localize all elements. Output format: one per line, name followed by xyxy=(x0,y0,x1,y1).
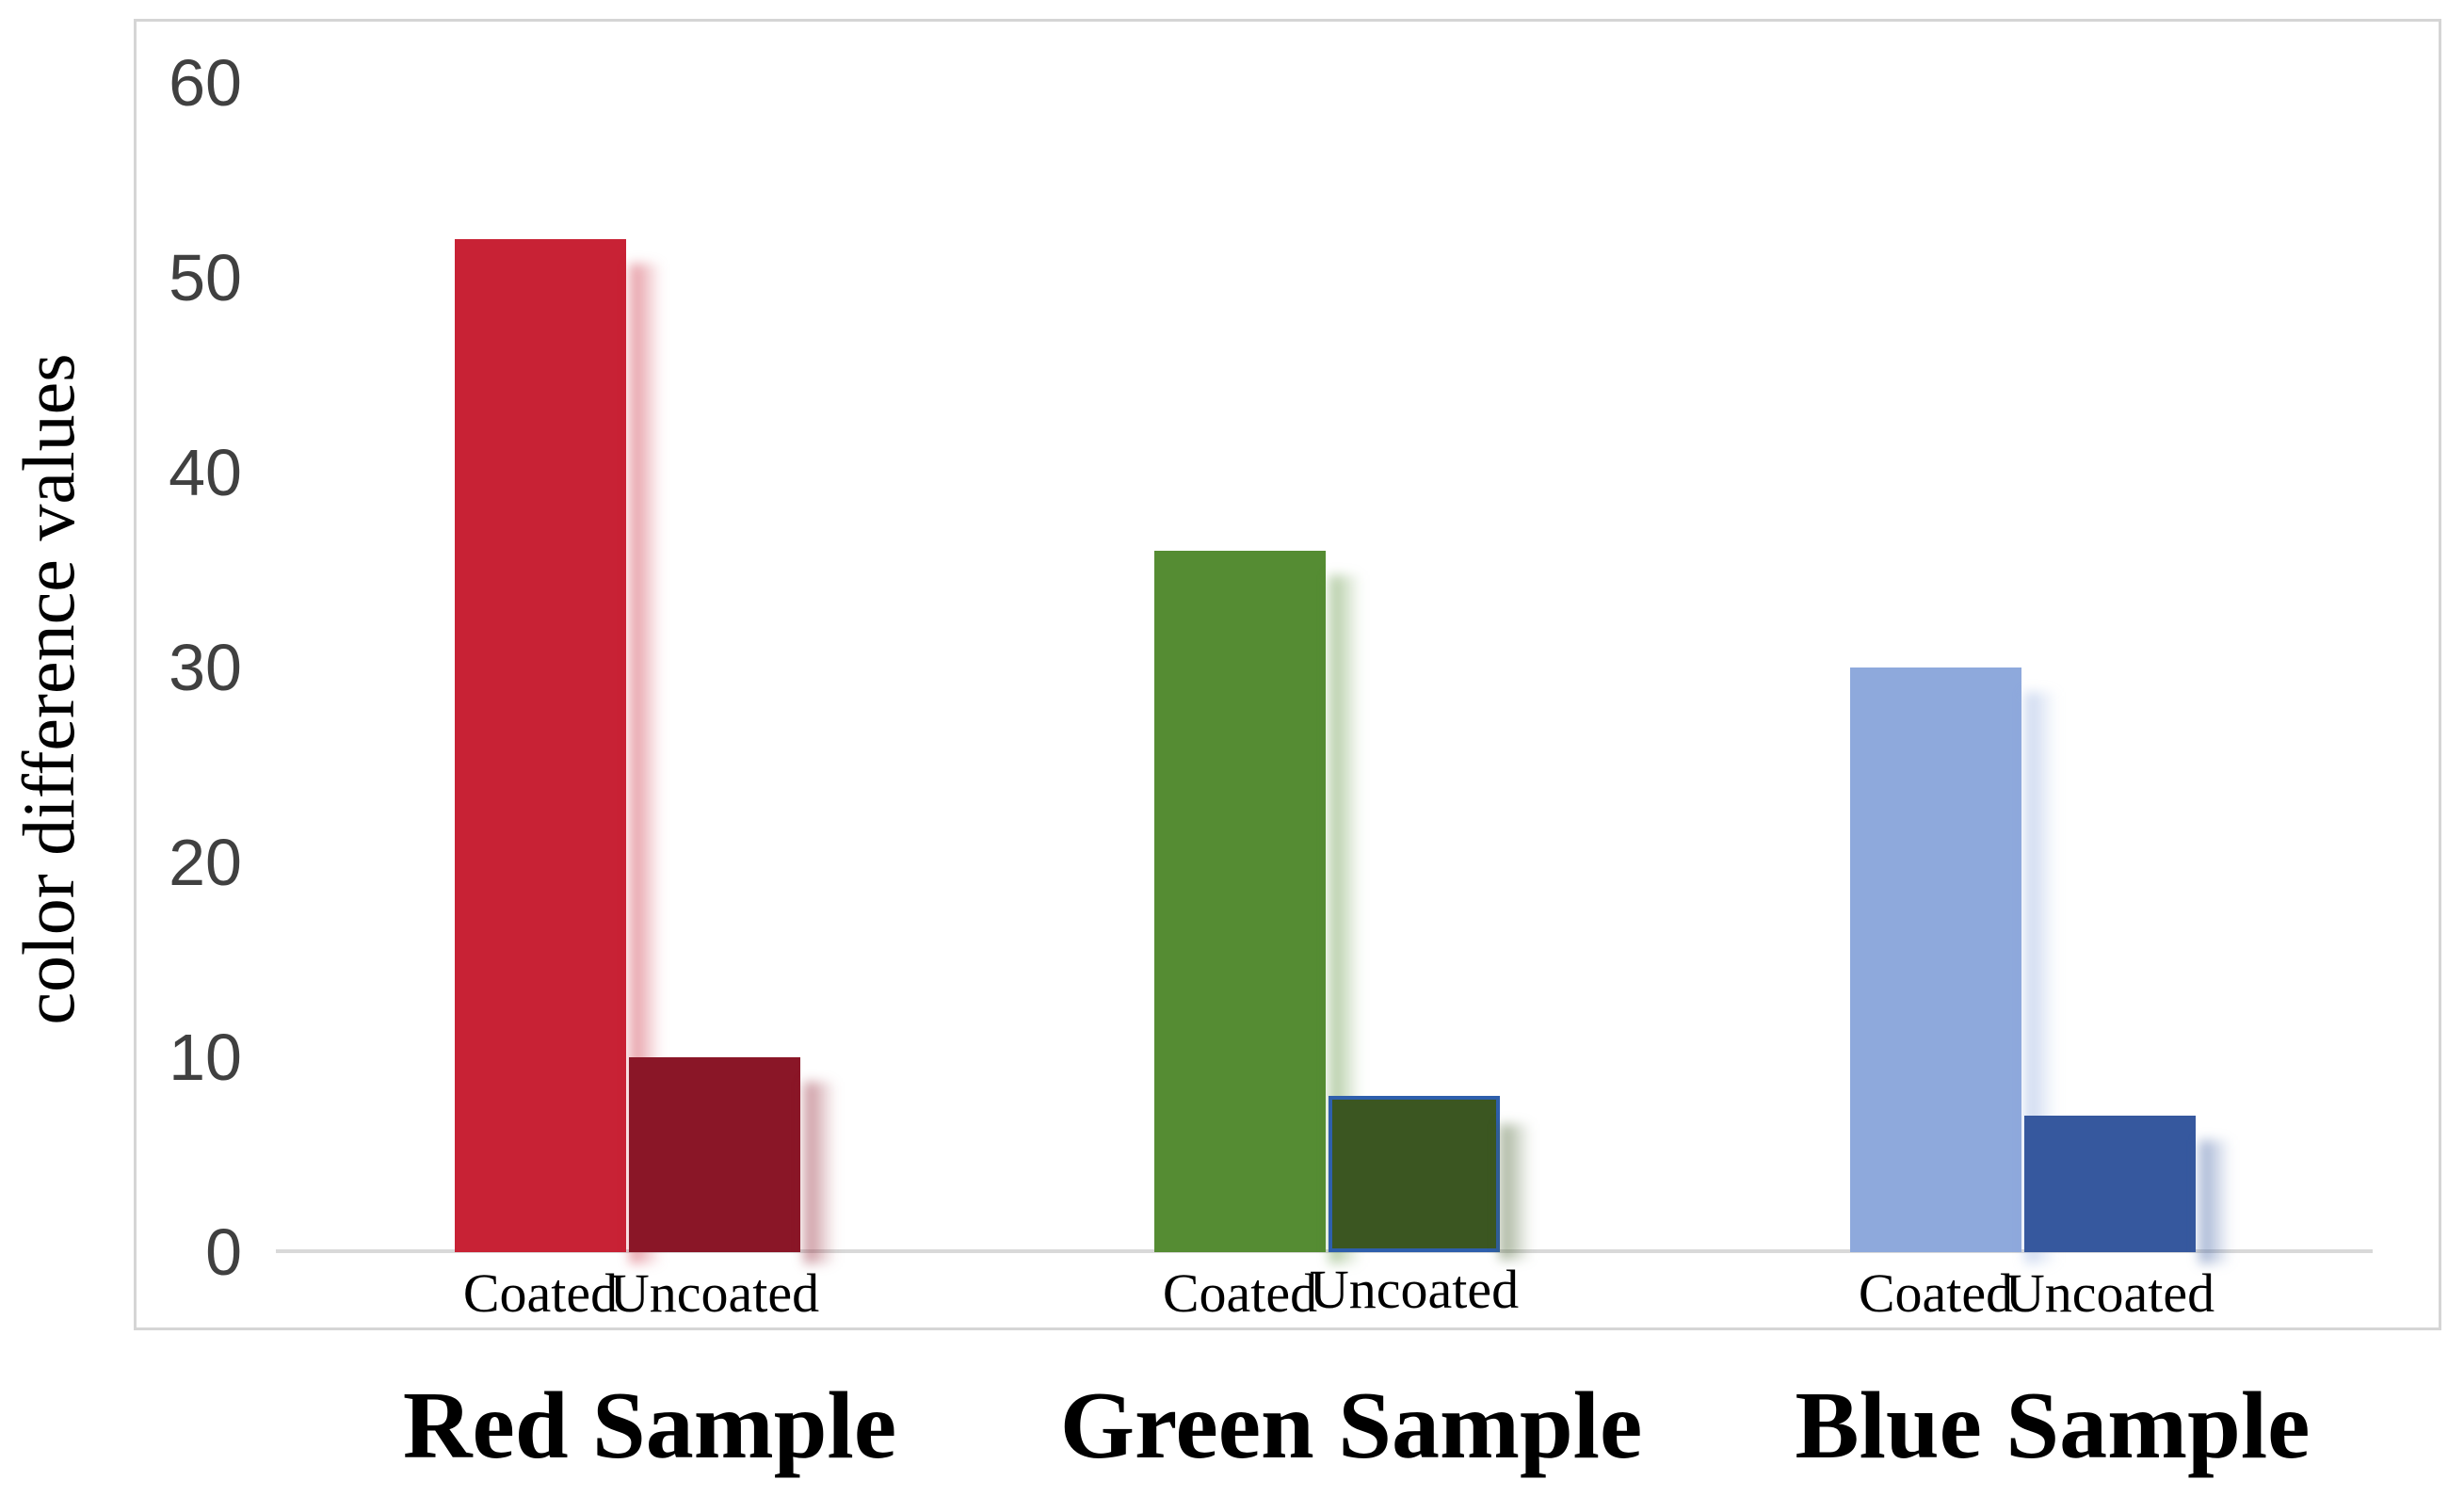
bar-category-label: Coated xyxy=(1162,1263,1318,1324)
bar-category-label: Coated xyxy=(462,1263,619,1324)
y-tick-label-60: 60 xyxy=(169,46,242,120)
y-tick-label-0: 0 xyxy=(205,1215,242,1289)
bar-blue-sample-coated: Coated xyxy=(1850,668,2057,1324)
y-tick-label-50: 50 xyxy=(169,241,242,314)
group-label-red-sample: Red Sample xyxy=(402,1373,897,1479)
bar-red-sample-coated: Coated xyxy=(455,239,662,1324)
plot-area: Coated Uncoated Coated Uncoated Coated Uncoat… xyxy=(276,0,2373,1324)
y-axis-tick-labels: 0 10 20 30 40 50 60 xyxy=(0,0,242,1496)
bar-shadow xyxy=(2199,1140,2231,1263)
y-tick-label-40: 40 xyxy=(169,436,242,509)
y-tick-label-10: 10 xyxy=(169,1021,242,1094)
y-tick-label-30: 30 xyxy=(169,631,242,704)
bar-green-sample-coated: Coated xyxy=(1154,551,1361,1324)
bar-shadow xyxy=(1500,1124,1532,1260)
bar-green-sample-uncoated: Uncoated xyxy=(1310,1096,1532,1320)
group-label-blue-sample: Blue Sample xyxy=(1795,1373,2311,1479)
bar-shadow xyxy=(804,1082,836,1263)
bar-category-label: Uncoated xyxy=(1309,1259,1520,1320)
bar-category-label: Uncoated xyxy=(2005,1263,2215,1324)
bar-blue-sample-uncoated: Uncoated xyxy=(2005,1116,2231,1324)
bar-category-label: Uncoated xyxy=(609,1263,820,1324)
group-label-green-sample: Green Sample xyxy=(1059,1373,1643,1479)
bar-red-sample-uncoated: Uncoated xyxy=(610,1057,836,1324)
y-tick-label-20: 20 xyxy=(169,826,242,899)
bar-category-label: Coated xyxy=(1858,1263,2014,1324)
